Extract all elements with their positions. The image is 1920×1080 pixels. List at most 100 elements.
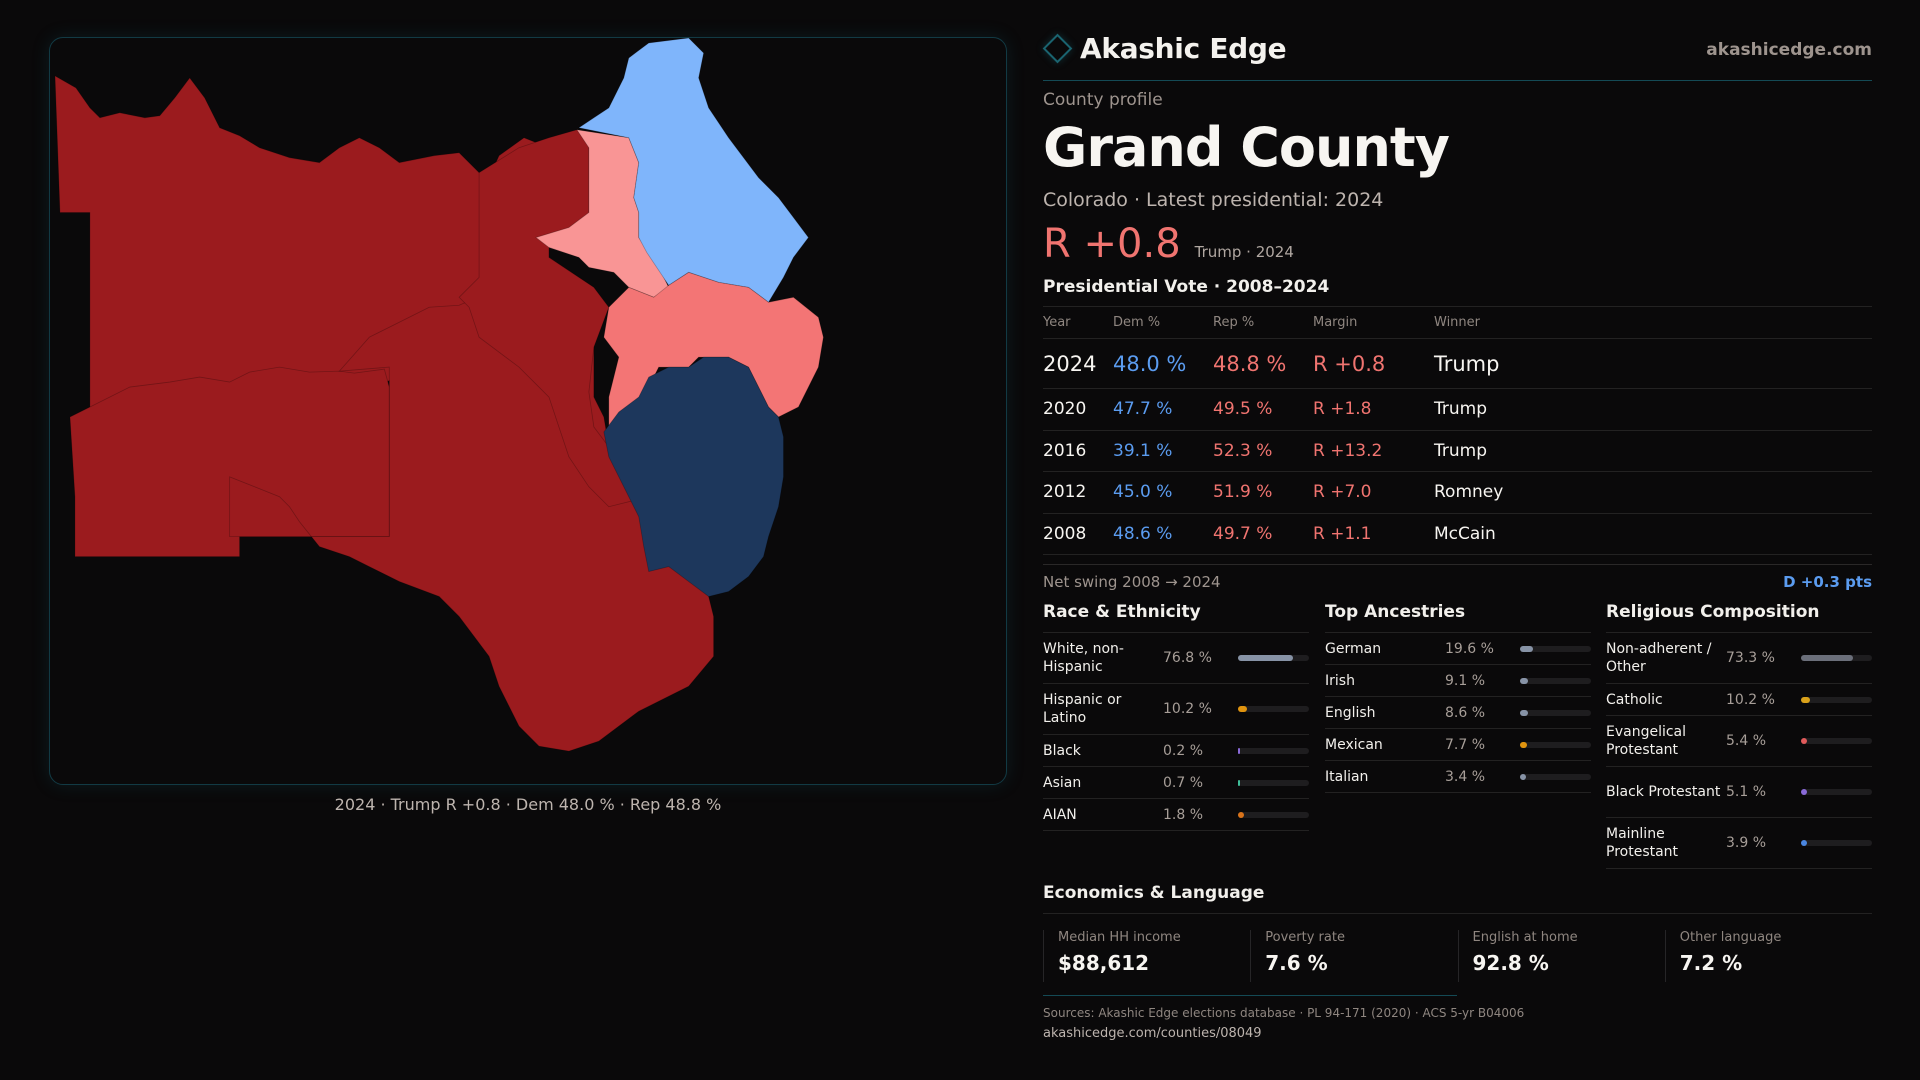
demo-bar bbox=[1238, 706, 1309, 712]
econ-label: Other language bbox=[1679, 930, 1782, 945]
demo-value: 8.6 % bbox=[1445, 704, 1486, 721]
cell-dem: 39.1 % bbox=[1113, 440, 1173, 461]
col-dem[interactable]: Dem % bbox=[1113, 315, 1161, 330]
demo-label: German bbox=[1325, 640, 1382, 657]
demo-label: Black Protestant bbox=[1606, 784, 1721, 800]
headline-note: Trump · 2024 bbox=[1194, 243, 1294, 261]
cell-year: 2008 bbox=[1043, 523, 1087, 544]
table-row[interactable]: 2024 48.0 % 48.8 % R +0.8 Trump bbox=[1043, 339, 1872, 389]
demo-value: 10.2 % bbox=[1163, 701, 1212, 717]
demo-bar-fill bbox=[1520, 741, 1527, 748]
demo-bar-fill bbox=[1520, 709, 1528, 716]
diamond-logo-icon bbox=[1042, 33, 1073, 64]
demo-label: Evangelical Protestant bbox=[1606, 724, 1687, 758]
county-url-link[interactable]: akashicedge.com/counties/08049 bbox=[1043, 1026, 1262, 1041]
site-link[interactable]: akashicedge.com bbox=[1706, 40, 1872, 60]
demo-bar bbox=[1238, 779, 1309, 786]
headline-result: R +0.8 Trump · 2024 bbox=[1043, 221, 1294, 267]
cell-rep: 52.3 % bbox=[1213, 440, 1273, 461]
demo-value: 5.1 % bbox=[1726, 784, 1767, 800]
economics-grid: Median HH income $88,612 Poverty rate 7.… bbox=[1043, 930, 1872, 982]
demo-value: 10.2 % bbox=[1726, 691, 1775, 708]
demo-bar bbox=[1801, 696, 1872, 703]
demo-bar bbox=[1238, 655, 1309, 661]
demo-value: 9.1 % bbox=[1445, 672, 1486, 689]
demo-bar bbox=[1520, 645, 1591, 652]
table-row[interactable]: 2016 39.1 % 52.3 % R +13.2 Trump bbox=[1043, 431, 1872, 472]
cell-margin: R +0.8 bbox=[1313, 351, 1386, 376]
brand[interactable]: Akashic Edge bbox=[1042, 32, 1287, 65]
demo-bar-fill bbox=[1238, 655, 1293, 661]
cell-year: 2024 bbox=[1043, 351, 1097, 376]
cell-winner: McCain bbox=[1434, 523, 1496, 544]
col-year[interactable]: Year bbox=[1043, 315, 1071, 330]
cell-winner: Trump bbox=[1434, 351, 1500, 376]
cell-year: 2020 bbox=[1043, 399, 1087, 420]
race-ethnicity-title: Race & Ethnicity bbox=[1043, 602, 1309, 633]
economics-title: Economics & Language bbox=[1043, 883, 1872, 914]
header-divider bbox=[1043, 80, 1872, 81]
econ-cell-income: Median HH income $88,612 bbox=[1043, 930, 1250, 982]
col-rep[interactable]: Rep % bbox=[1213, 315, 1255, 330]
cell-margin: R +13.2 bbox=[1313, 440, 1383, 461]
demo-bar bbox=[1801, 789, 1872, 795]
cell-dem: 48.6 % bbox=[1113, 523, 1173, 544]
demo-bar-fill bbox=[1801, 789, 1807, 795]
cell-rep: 49.5 % bbox=[1213, 399, 1273, 420]
demo-bar bbox=[1238, 811, 1309, 818]
demo-bar-fill bbox=[1520, 677, 1529, 684]
ancestries-title: Top Ancestries bbox=[1325, 602, 1591, 633]
demo-row: German 19.6 % bbox=[1325, 633, 1591, 665]
table-header: Year Dem % Rep % Margin Winner bbox=[1043, 307, 1872, 339]
cell-rep: 48.8 % bbox=[1213, 351, 1287, 376]
precinct-strong-dem[interactable] bbox=[603, 356, 784, 597]
cell-year: 2016 bbox=[1043, 440, 1087, 461]
precinct-map[interactable] bbox=[49, 37, 1007, 785]
net-swing: Net swing 2008 → 2024 D +0.3 pts bbox=[1043, 564, 1872, 591]
demo-label: Mexican bbox=[1325, 736, 1383, 753]
econ-label: Poverty rate bbox=[1265, 930, 1345, 945]
demo-bar bbox=[1520, 709, 1591, 716]
race-ethnicity-section: Race & Ethnicity White, non-Hispanic 76.8… bbox=[1043, 602, 1309, 831]
net-swing-label: Net swing 2008 → 2024 bbox=[1043, 573, 1221, 591]
demo-label: Black bbox=[1043, 742, 1081, 759]
demo-value: 3.4 % bbox=[1445, 768, 1486, 785]
net-swing-value: D +0.3 pts bbox=[1783, 573, 1872, 591]
brand-name: Akashic Edge bbox=[1080, 32, 1287, 65]
cell-margin: R +1.1 bbox=[1313, 523, 1372, 544]
demo-bar bbox=[1520, 773, 1591, 780]
demo-bar bbox=[1801, 840, 1872, 846]
econ-label: English at home bbox=[1472, 930, 1578, 945]
demo-label: English bbox=[1325, 704, 1376, 721]
table-row[interactable]: 2012 45.0 % 51.9 % R +7.0 Romney bbox=[1043, 472, 1872, 514]
demo-row: Mainline Protestant 3.9 % bbox=[1606, 818, 1872, 869]
precinct-map-svg[interactable] bbox=[50, 38, 1006, 784]
table-row[interactable]: 2020 47.7 % 49.5 % R +1.8 Trump bbox=[1043, 389, 1872, 431]
demo-label: Catholic bbox=[1606, 691, 1663, 708]
demo-bar-fill bbox=[1520, 773, 1526, 780]
cell-margin: R +1.8 bbox=[1313, 399, 1372, 420]
headline-margin: R +0.8 bbox=[1043, 221, 1181, 267]
demo-bar bbox=[1520, 741, 1591, 748]
religion-section: Religious Composition Non-adherent / Oth… bbox=[1606, 602, 1872, 869]
demo-bar-fill bbox=[1238, 779, 1240, 786]
demo-value: 76.8 % bbox=[1163, 650, 1212, 666]
presidential-vote-table: Year Dem % Rep % Margin Winner 2024 48.0… bbox=[1043, 306, 1872, 555]
col-margin[interactable]: Margin bbox=[1313, 315, 1358, 330]
col-winner[interactable]: Winner bbox=[1434, 315, 1481, 330]
demo-label: Hispanic or Latino bbox=[1043, 692, 1122, 726]
cell-year: 2012 bbox=[1043, 482, 1087, 503]
econ-label: Median HH income bbox=[1058, 930, 1181, 945]
econ-value: 92.8 % bbox=[1472, 951, 1549, 975]
demo-bar-fill bbox=[1520, 645, 1533, 652]
table-row[interactable]: 2008 48.6 % 49.7 % R +1.1 McCain bbox=[1043, 514, 1872, 555]
cell-margin: R +7.0 bbox=[1313, 482, 1372, 503]
precinct-lean-dem[interactable] bbox=[577, 38, 809, 303]
econ-cell-other-language: Other language 7.2 % bbox=[1664, 930, 1872, 982]
cell-winner: Trump bbox=[1434, 440, 1488, 461]
demo-row: Irish 9.1 % bbox=[1325, 665, 1591, 697]
demo-row: Black Protestant 5.1 % bbox=[1606, 767, 1872, 818]
map-caption: 2024 · Trump R +0.8 · Dem 48.0 % · Rep 4… bbox=[334, 795, 722, 814]
demo-value: 5.4 % bbox=[1726, 733, 1767, 749]
demo-row: White, non-Hispanic 76.8 % bbox=[1043, 633, 1309, 684]
